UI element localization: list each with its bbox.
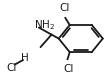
Text: H: H	[20, 53, 28, 63]
Text: Cl: Cl	[58, 3, 69, 13]
Text: NH$_2$: NH$_2$	[34, 18, 55, 32]
Text: Cl: Cl	[63, 64, 73, 74]
Text: Cl: Cl	[6, 62, 16, 73]
